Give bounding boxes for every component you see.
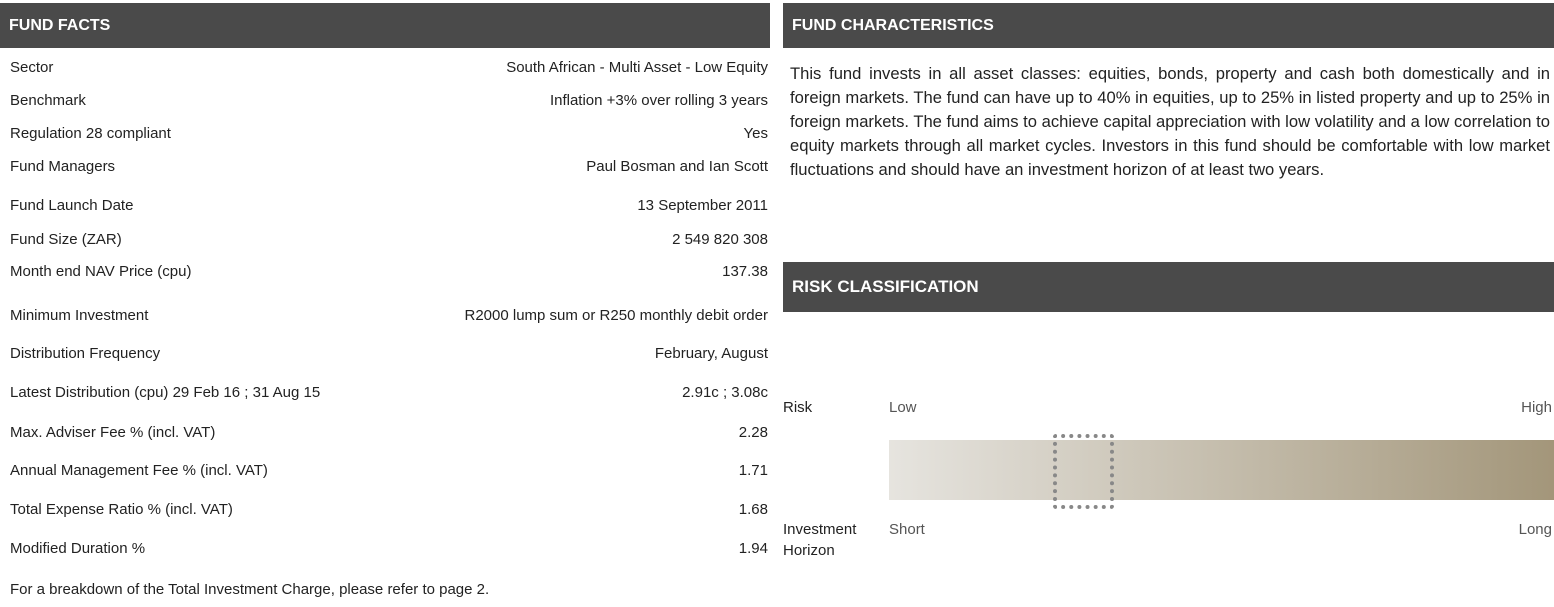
fact-value: 1.71 <box>738 462 768 479</box>
risk-label: Risk <box>783 399 813 416</box>
fact-label: Distribution Frequency <box>10 345 161 362</box>
fact-value: Paul Bosman and Ian Scott <box>586 158 768 175</box>
risk-low: Low <box>889 399 917 416</box>
horizon-long: Long <box>1518 521 1552 538</box>
horizon-label: Horizon <box>783 542 835 559</box>
fact-value: 13 September 2011 <box>637 197 768 214</box>
fact-label: Regulation 28 compliant <box>10 125 171 142</box>
fact-label: Annual Management Fee % (incl. VAT) <box>10 462 268 479</box>
section-header: FUND CHARACTERISTICS <box>783 3 1554 48</box>
fact-value: February, August <box>654 345 768 362</box>
section-header: RISK CLASSIFICATION <box>783 262 1554 312</box>
footnote: For a breakdown of the Total Investment … <box>10 581 490 598</box>
horizon-label: Investment <box>783 521 857 538</box>
fact-label: Sector <box>10 59 54 76</box>
fact-label: Benchmark <box>10 92 86 109</box>
fact-label: Latest Distribution (cpu) 29 Feb 16 ; 31… <box>10 384 321 401</box>
fact-value: Yes <box>743 125 768 142</box>
fact-label: Modified Duration % <box>10 540 146 557</box>
fact-value: 137.38 <box>722 263 768 280</box>
horizon-short: Short <box>889 521 925 538</box>
fact-label: Fund Launch Date <box>10 197 134 214</box>
risk-high: High <box>1521 399 1552 416</box>
risk-scale <box>889 440 1554 500</box>
fact-value: R2000 lump sum or R250 monthly debit ord… <box>464 307 769 324</box>
fact-label: Max. Adviser Fee % (incl. VAT) <box>10 424 216 441</box>
fact-value: Inflation +3% over rolling 3 years <box>549 92 768 109</box>
fact-label: Total Expense Ratio % (incl. VAT) <box>10 501 233 518</box>
risk-indicator <box>1053 434 1114 509</box>
fact-value: 2 549 820 308 <box>672 231 768 248</box>
fact-value: 2.91c ; 3.08c <box>682 384 768 401</box>
fact-value: South African - Multi Asset - Low Equity <box>506 59 768 76</box>
fact-value: 1.68 <box>738 501 768 518</box>
fact-label: Fund Size (ZAR) <box>10 231 122 248</box>
fact-label: Fund Managers <box>10 158 116 175</box>
fact-value: 1.94 <box>738 540 768 557</box>
description: This fund invests in all asset classes: … <box>790 64 1550 179</box>
fact-label: Minimum Investment <box>10 307 149 324</box>
fact-value: 2.28 <box>738 424 768 441</box>
fact-label: Month end NAV Price (cpu) <box>10 263 192 280</box>
section-header: FUND FACTS <box>0 3 770 48</box>
